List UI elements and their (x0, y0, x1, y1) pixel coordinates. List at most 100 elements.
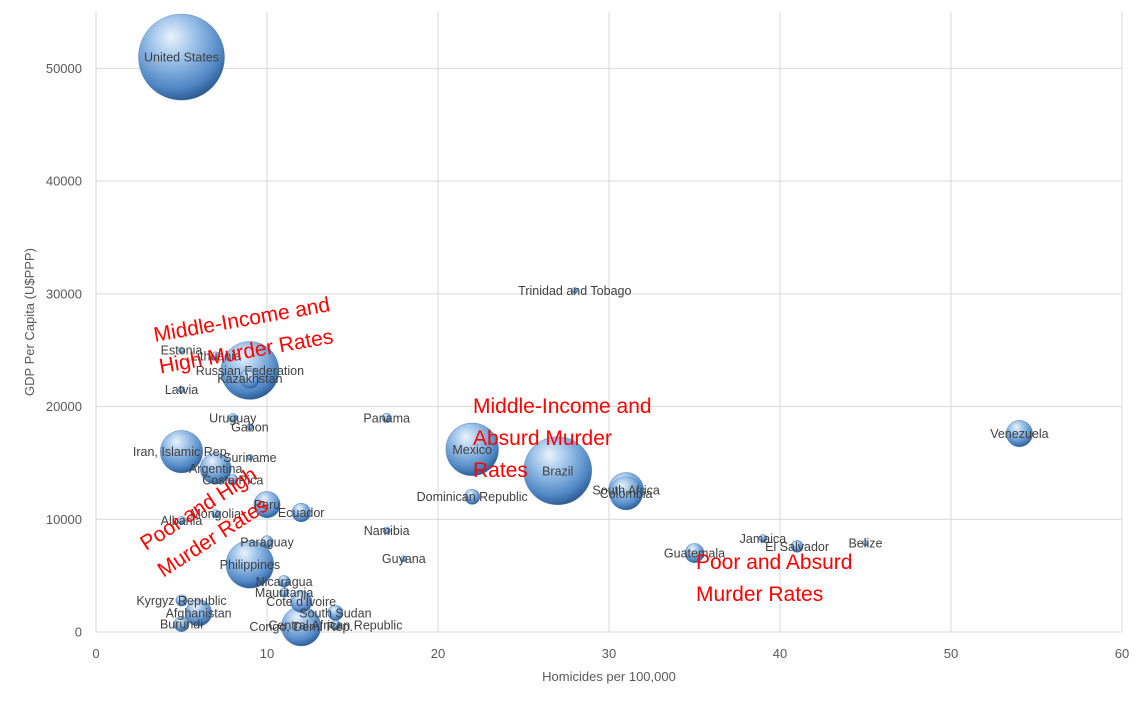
x-tick-label: 60 (1115, 646, 1129, 661)
bubble (277, 575, 291, 588)
point-label: Estonia (161, 344, 203, 358)
point-label: Iran, Islamic Rep. (133, 445, 230, 459)
point-label: Colombia (600, 487, 653, 501)
bubble (211, 509, 221, 518)
bubble (211, 351, 221, 361)
point-label: Ecuador (278, 506, 325, 520)
point-label: Mexico (452, 443, 492, 457)
bubble (239, 368, 261, 389)
point-label: Venezuela (990, 427, 1048, 441)
point-label: Latvia (165, 383, 198, 397)
annotation: Middle-Income and Absurd Murder Rates (473, 395, 652, 482)
y-tick-label: 50000 (46, 61, 82, 76)
point-label: Albania (161, 514, 203, 528)
bubbles (138, 13, 1033, 647)
bubble (571, 287, 579, 294)
annotation-line: Middle-Income and (473, 395, 652, 418)
point-label: Guatemala (664, 547, 725, 561)
bubble (758, 534, 768, 543)
y-tick-label: 30000 (46, 286, 82, 301)
bubble (790, 539, 804, 553)
y-axis-title: GDP Per Capita (U$PPP) (22, 248, 37, 396)
point-label: Philippines (220, 558, 280, 572)
bubble (290, 590, 313, 613)
point-label: Dominican Republic (417, 490, 528, 504)
point-label: Paraguay (240, 535, 294, 549)
point-label: South Sudan (299, 606, 371, 620)
annotation-line: Murder Rates (696, 583, 823, 606)
point-label: Gabon (231, 420, 269, 434)
annotation-line: Rates (473, 459, 528, 482)
point-label: Kazakhstan (217, 372, 282, 386)
point-label: Cote d'Ivoire (266, 595, 336, 609)
bubble (138, 13, 225, 101)
bubble (279, 587, 290, 598)
bubble (246, 423, 254, 431)
x-tick-label: 40 (773, 646, 787, 661)
point-label: Belize (848, 536, 882, 550)
tick-labels: 0 10000 20000 30000 40000 50000 0 10 20 30 40 50 60 (46, 61, 1129, 661)
point-label: Namibia (364, 524, 410, 538)
bubble (253, 491, 281, 519)
bubble (609, 476, 643, 511)
y-tick-label: 20000 (46, 399, 82, 414)
point-label: Panama (363, 411, 410, 425)
point-label: Russian Federation (196, 364, 304, 378)
bubble (684, 543, 705, 564)
x-tick-label: 10 (260, 646, 274, 661)
point-label: El Salvador (765, 540, 829, 554)
gridlines (95, 12, 1123, 633)
point-label: Costa Rica (202, 473, 263, 487)
point-label: Argentina (189, 462, 243, 476)
x-axis-title: Homicides per 100,000 (542, 669, 676, 684)
bubble (260, 535, 274, 549)
bubble (185, 599, 213, 627)
bubble (445, 422, 499, 477)
x-tick-label: 20 (431, 646, 445, 661)
bubble (246, 453, 254, 461)
bubble (159, 430, 204, 474)
point-label: Nicaragua (256, 575, 313, 589)
point-label: Guyana (382, 552, 426, 566)
bubble (225, 540, 274, 589)
point-label: Burundi (160, 618, 203, 632)
bubble (400, 555, 408, 563)
point-label: Trinidad and Tobago (518, 284, 631, 298)
bubble (291, 502, 311, 523)
y-tick-label: 10000 (46, 512, 82, 527)
bubble (330, 619, 341, 631)
point-label: Central African Republic (268, 619, 402, 633)
bubble (177, 385, 186, 394)
bubble (178, 346, 185, 354)
point-label: Suriname (223, 451, 277, 465)
point-label: Congo, Dem. Rep. (249, 620, 353, 634)
point-label: South Africa (592, 483, 659, 497)
bubble (862, 539, 869, 547)
point-label: Kyrgyz Republic (136, 594, 226, 608)
x-tick-label: 0 (92, 646, 99, 661)
point-label: Brazil (542, 464, 573, 478)
x-tick-label: 30 (602, 646, 616, 661)
point-labels: United States Venezuela Trinidad and Tobag… (133, 51, 1049, 634)
x-tick-label: 50 (944, 646, 958, 661)
point-label: Peru (254, 498, 280, 512)
bubble (227, 474, 239, 486)
point-label: Uruguay (209, 411, 257, 425)
point-label: Lithuania (190, 349, 241, 363)
bubble (177, 516, 186, 525)
bubble (175, 594, 188, 607)
point-label: United States (144, 51, 219, 65)
bubble (199, 452, 232, 485)
annotation: Poor and Absurd Murder Rates (696, 551, 852, 606)
bubble (523, 436, 592, 506)
point-label: Mauritania (255, 586, 313, 600)
bubble (173, 616, 190, 632)
bubble (381, 412, 392, 423)
bubble (464, 488, 481, 505)
annotation-line: Poor and Absurd (696, 551, 852, 574)
bubble (382, 526, 391, 535)
y-tick-label: 40000 (46, 174, 82, 189)
point-label: Jamaica (740, 532, 787, 546)
